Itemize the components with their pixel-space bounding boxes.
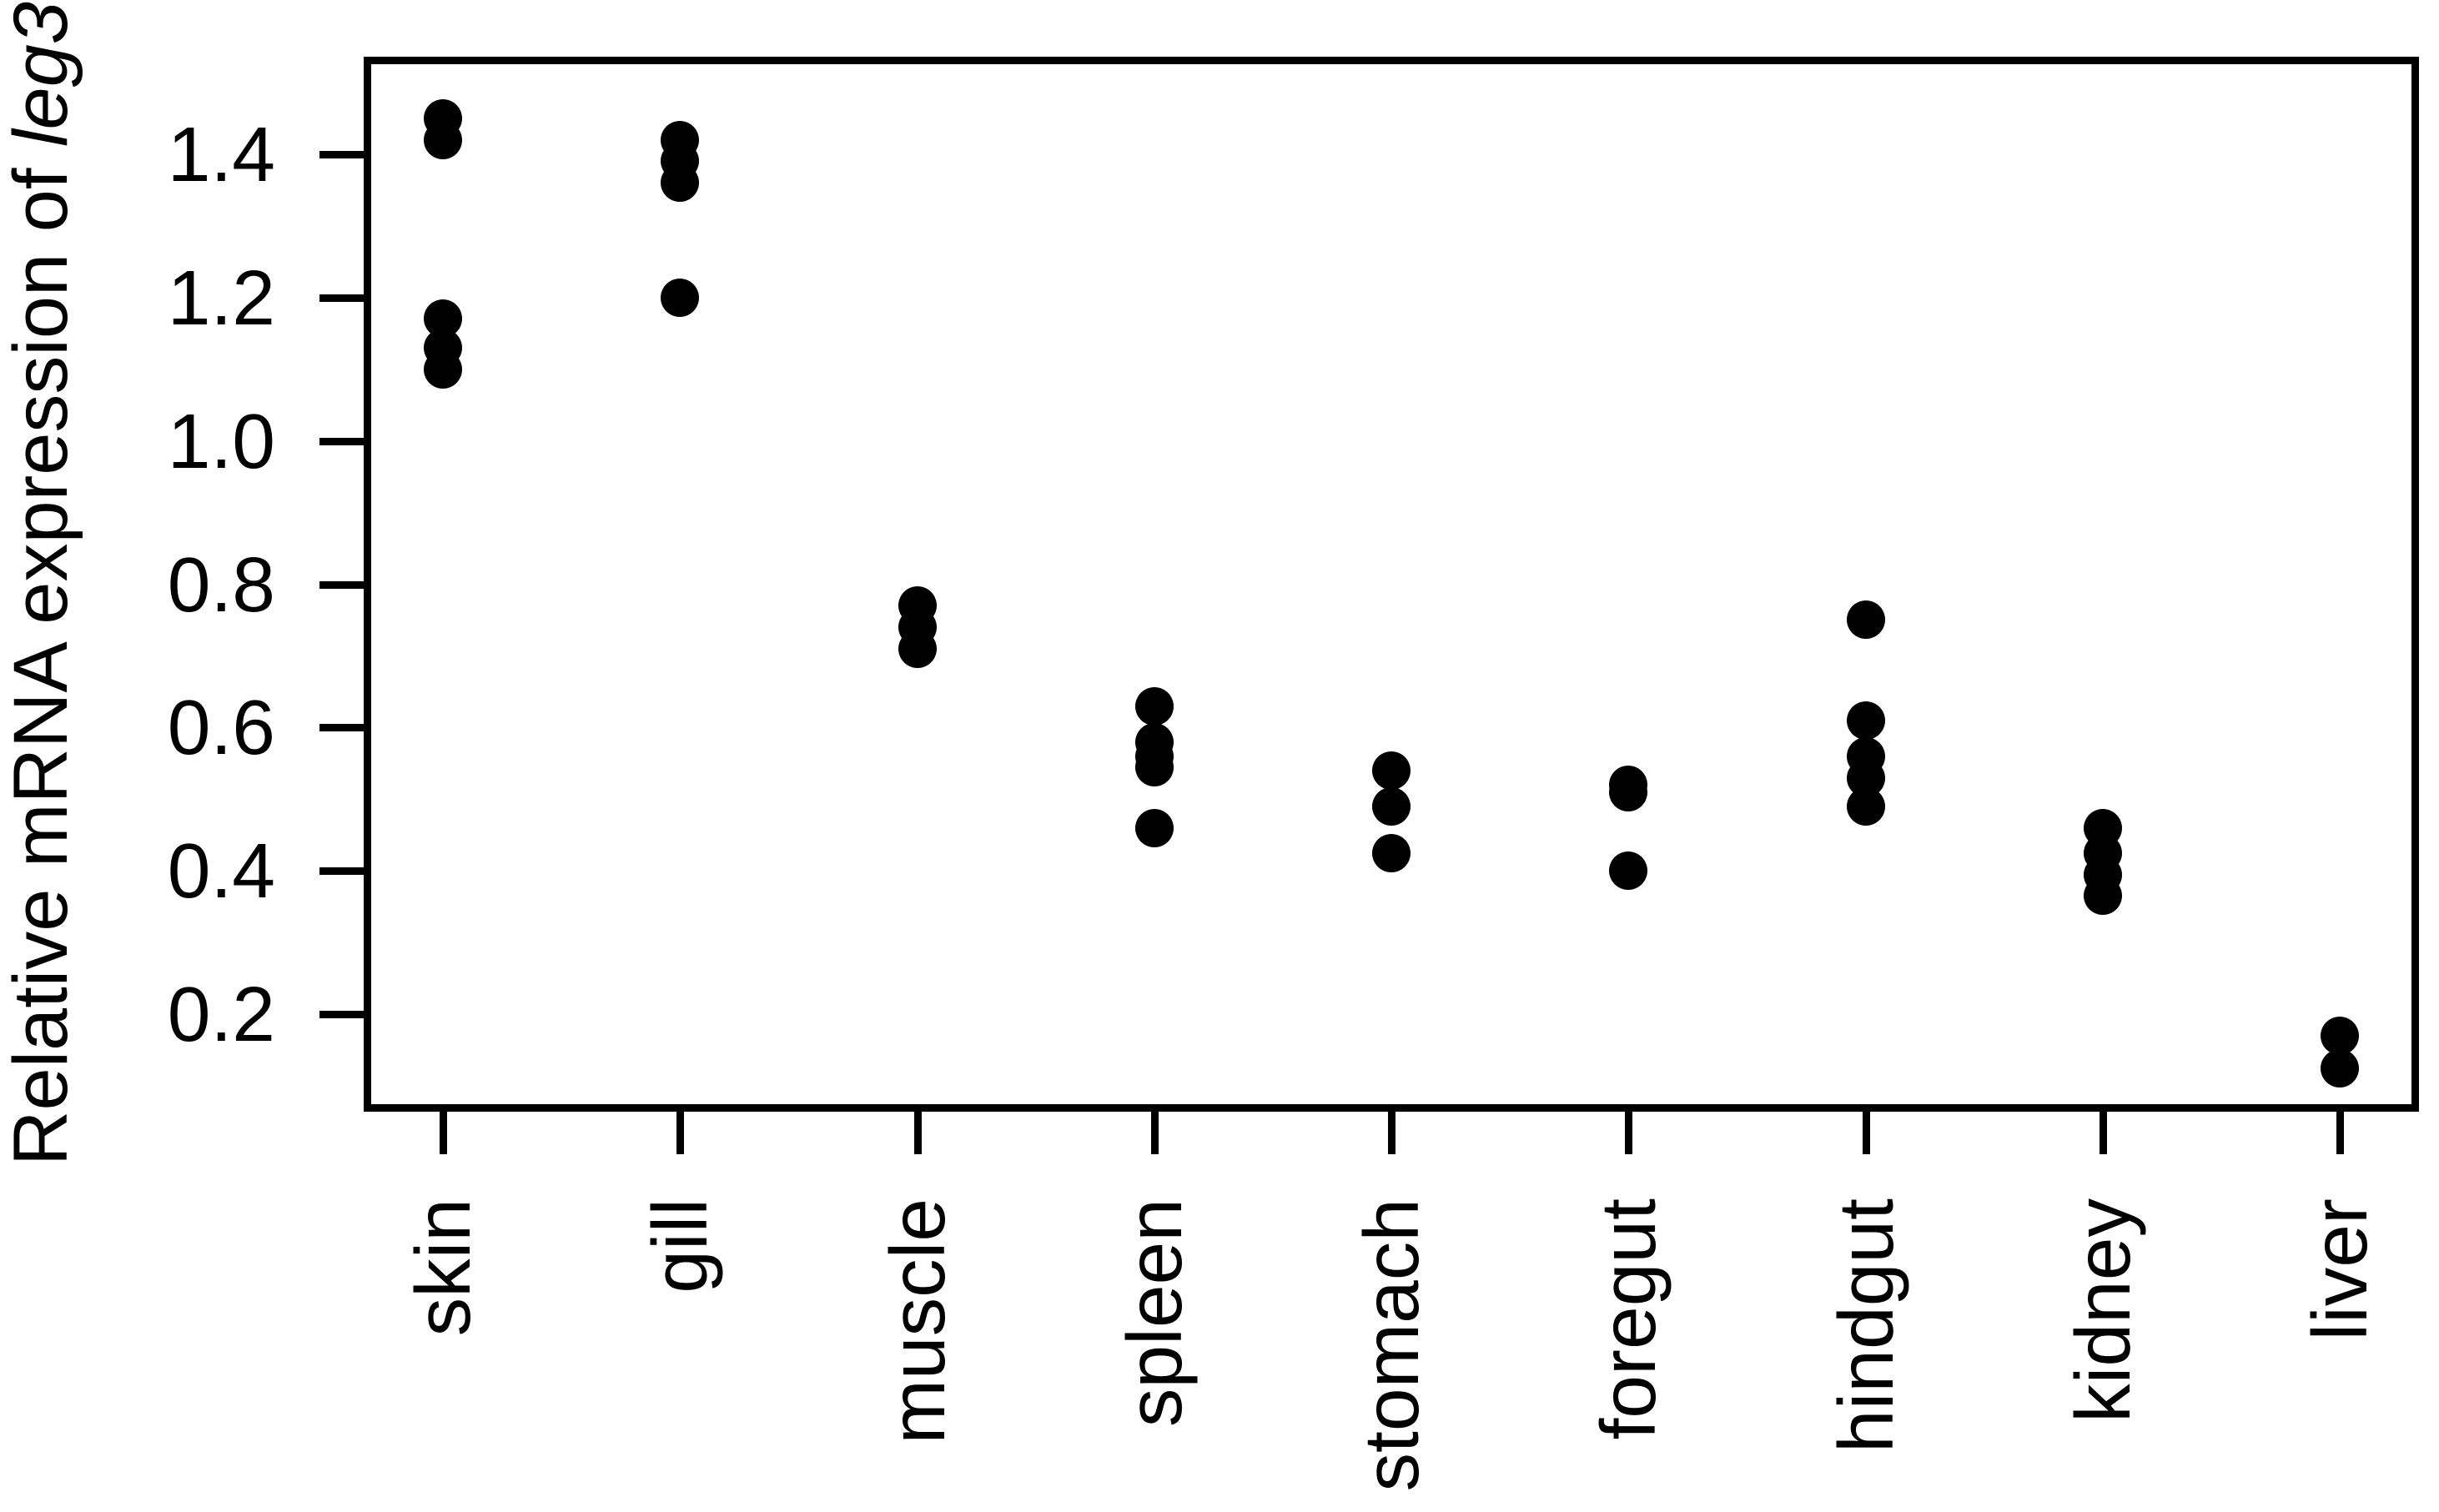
x-tick (1150, 1111, 1159, 1154)
x-tick (1862, 1111, 1870, 1154)
y-tick (319, 437, 365, 445)
data-point (661, 163, 700, 203)
data-point (2321, 1017, 2359, 1056)
x-tick (1625, 1111, 1633, 1154)
data-point (1609, 772, 1648, 811)
data-point (1134, 808, 1174, 847)
x-category-label-spleen: spleen (1110, 1198, 1198, 1428)
y-tick (319, 580, 365, 589)
data-point (2083, 877, 2122, 916)
data-point (424, 120, 462, 159)
data-point (1846, 600, 1885, 640)
x-category-label-kidney: kidney (2059, 1198, 2146, 1423)
data-point (1134, 747, 1174, 786)
data-point (2321, 1048, 2359, 1088)
x-tick (2336, 1111, 2344, 1154)
y-tick (319, 150, 365, 158)
y-tick-label: 0.4 (167, 827, 275, 915)
data-point (1609, 851, 1648, 891)
data-point (898, 629, 937, 668)
data-point (1372, 786, 1411, 826)
data-point (1846, 786, 1885, 826)
y-tick (319, 1011, 365, 1019)
x-tick (676, 1111, 685, 1154)
x-tick (2099, 1111, 2107, 1154)
y-tick-label: 0.6 (167, 684, 275, 771)
x-tick (1388, 1111, 1396, 1154)
x-category-label-muscle: muscle (873, 1198, 961, 1444)
x-category-label-skin: skin (400, 1198, 486, 1337)
y-tick-label: 1.0 (167, 397, 275, 485)
x-category-label-stomach: stomach (1348, 1198, 1435, 1492)
data-point (1372, 833, 1411, 872)
plot-area (364, 57, 2419, 1112)
x-tick (913, 1111, 922, 1154)
y-tick-label: 0.8 (167, 540, 275, 628)
data-point (1134, 686, 1174, 726)
y-tick (319, 724, 365, 732)
y-tick-label: 1.2 (167, 254, 275, 341)
x-category-label-hindgut: hindgut (1822, 1198, 1909, 1454)
y-tick (319, 867, 365, 876)
data-point (424, 349, 462, 389)
x-category-label-liver: liver (2296, 1198, 2383, 1341)
data-point (661, 278, 700, 317)
data-point (1372, 751, 1411, 790)
y-tick (319, 294, 365, 302)
x-category-label-gill: gill (636, 1198, 724, 1293)
x-category-label-foregut: foregut (1585, 1198, 1672, 1440)
y-tick-label: 0.2 (167, 971, 275, 1058)
data-point (1846, 701, 1885, 740)
y-tick-label: 1.4 (167, 110, 275, 198)
x-tick (440, 1111, 447, 1154)
